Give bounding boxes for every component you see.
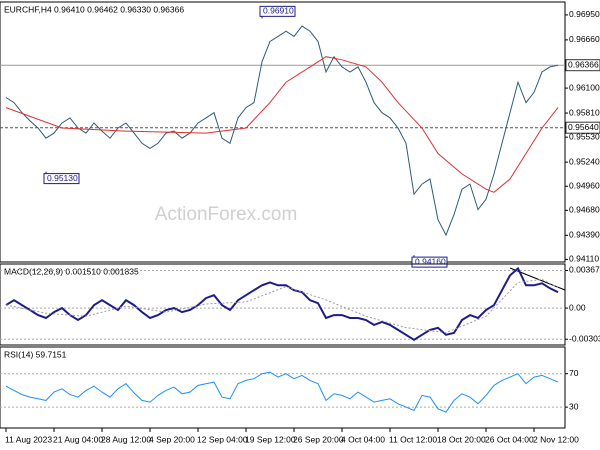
- x-tick-label: 28 Aug 12:00: [101, 434, 151, 444]
- x-tick-label: 11 Aug 2023: [5, 434, 52, 444]
- x-tick-label: 21 Aug 04:00: [53, 434, 103, 444]
- annotation-label: 0.94160: [415, 256, 446, 266]
- y-tick-label: 0.94960: [569, 180, 600, 190]
- annotation-box: [43, 173, 80, 185]
- price-label: 0.95640: [568, 122, 599, 132]
- x-tick-label: 19 Sep 12:00: [245, 434, 296, 444]
- y-tick-label: 0.96660: [569, 34, 600, 44]
- x-tick-label: 11 Oct 12:00: [389, 434, 437, 444]
- x-tick-label: 18 Oct 20:00: [437, 434, 486, 444]
- annotation-box: [411, 256, 448, 268]
- panel-frame: [0, 346, 566, 429]
- panel-title: MACD(12,26,9) 0.001510 0.001835: [4, 266, 139, 276]
- y-tick-label: 0.00: [569, 302, 586, 312]
- y-tick-label: 0.95530: [569, 131, 600, 141]
- x-tick-label: 2 Nov 12:00: [533, 434, 579, 444]
- price-label-box: [565, 59, 600, 72]
- y-tick-label: 0.95240: [569, 156, 600, 166]
- x-tick-label: 4 Sep 20:00: [149, 434, 195, 444]
- y-tick-label: 0.96950: [569, 9, 600, 19]
- annotation-label: 0.95130: [47, 173, 78, 183]
- y-tick-label: -0.003038: [569, 333, 600, 343]
- panel-title: RSI(14) 59.7151: [4, 349, 67, 359]
- y-tick-label: 0.94680: [569, 205, 600, 215]
- panel-frame: [0, 263, 566, 346]
- y-tick-label: 70: [569, 368, 579, 378]
- panel-frame: [0, 1, 566, 263]
- series-line: [5, 371, 559, 413]
- x-tick-label: 12 Sep 04:00: [197, 434, 248, 444]
- y-tick-label: 0.94390: [569, 230, 600, 240]
- panel-title: EURCHF,H4 0.96410 0.96462 0.96330 0.9636…: [4, 4, 184, 14]
- y-tick-label: 0.94110: [569, 254, 599, 264]
- series-line: [5, 56, 559, 193]
- x-tick-label: 4 Oct 04:00: [341, 434, 385, 444]
- x-tick-label: 26 Sep 20:00: [293, 434, 344, 444]
- annotation-label: 0.96910: [263, 6, 294, 16]
- price-label-box: [565, 121, 600, 134]
- y-tick-label: 0.00367: [569, 265, 600, 275]
- x-tick-label: 26 Oct 04:00: [485, 434, 534, 444]
- annotation-box: [259, 5, 296, 17]
- series-line: [5, 25, 559, 237]
- watermark: ActionForex.com: [155, 204, 298, 225]
- series-line: [5, 278, 559, 334]
- y-tick-label: 0.96100: [569, 82, 600, 92]
- y-tick-label: 0.95810: [569, 107, 600, 117]
- price-label: 0.96366: [568, 59, 599, 69]
- y-tick-label: 30: [569, 401, 579, 411]
- series-line: [5, 266, 559, 341]
